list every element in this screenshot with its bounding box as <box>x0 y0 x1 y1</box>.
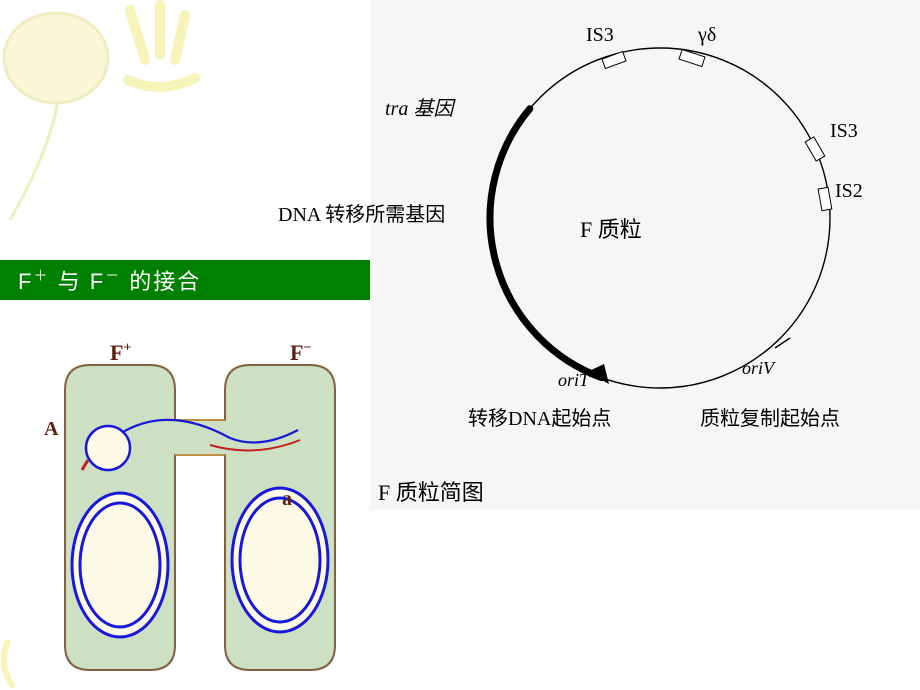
marker-a-upper: A <box>44 418 58 441</box>
donor-label: F+ <box>110 340 131 366</box>
plasmid-gamma-delta: γδ <box>698 24 716 47</box>
decorative-balloon <box>0 0 230 230</box>
plasmid-map-panel <box>370 0 920 510</box>
recipient-label: F− <box>290 340 311 366</box>
plasmid-transfer-origin: 转移DNA起始点 <box>468 402 611 431</box>
plasmid-map-svg <box>370 0 920 510</box>
title-and: 与 <box>49 269 89 294</box>
title-fplus: F <box>18 269 33 294</box>
plasmid-oriv: oriV <box>742 358 774 379</box>
plasmid-dna-transfer-label: DNA 转移所需基因 <box>278 198 445 227</box>
title-minus: － <box>105 268 121 284</box>
plasmid-caption: F 质粒简图 <box>378 475 484 507</box>
plasmid-center-label: F 质粒 <box>580 212 642 244</box>
decorative-arc <box>0 640 30 690</box>
plasmid-tra-label: tra 基因 <box>385 92 453 121</box>
plasmid-is3-right: IS3 <box>830 120 858 143</box>
plasmid-is2: IS2 <box>835 180 863 203</box>
plasmid-replication-origin: 质粒复制起始点 <box>700 402 840 431</box>
title-tail: 的接合 <box>121 269 201 294</box>
marker-a-lower: a <box>282 488 292 511</box>
plasmid-orit: oriT <box>558 370 589 391</box>
conjugation-diagram <box>30 350 370 690</box>
title-fminus: F <box>90 269 105 294</box>
plasmid-is3-top: IS3 <box>586 24 614 47</box>
title-bar: F＋ 与 F－ 的接合 <box>0 260 370 300</box>
title-plus: ＋ <box>33 268 49 284</box>
